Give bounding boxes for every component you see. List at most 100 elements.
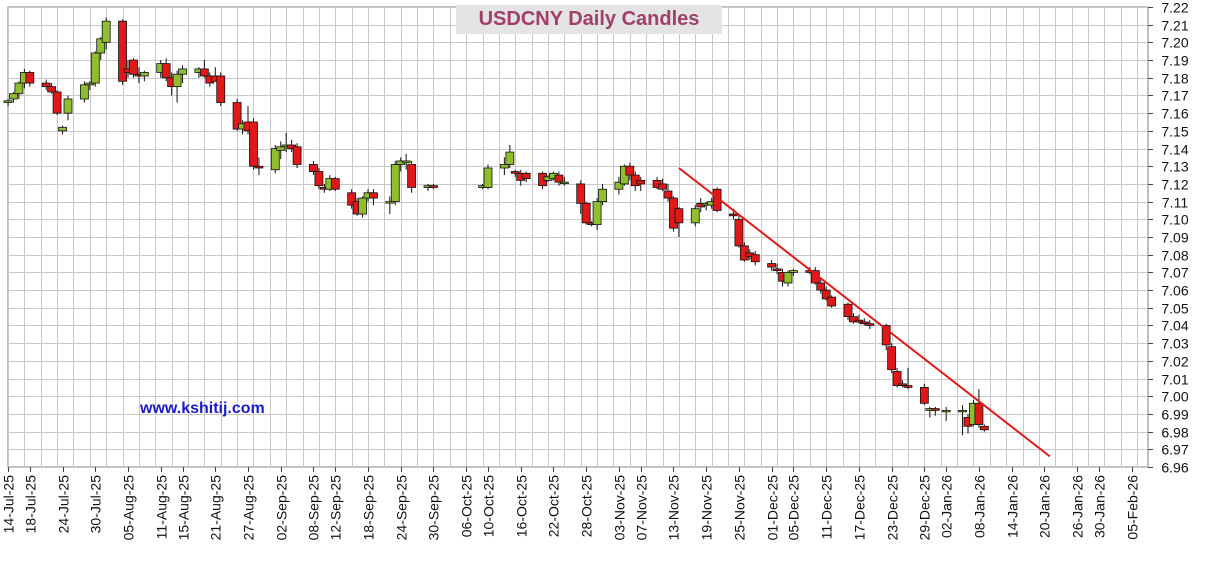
candle-body-down xyxy=(854,319,864,323)
y-tick-label: 7.10 xyxy=(1161,212,1188,228)
candle-body-down xyxy=(625,165,635,176)
x-tick-label: 02-Sep-25 xyxy=(274,475,290,541)
x-tick-label: 16-Oct-25 xyxy=(514,475,530,537)
candle-body-down xyxy=(129,59,138,75)
x-tick-label: 10-Oct-25 xyxy=(481,475,497,537)
y-tick-label: 7.01 xyxy=(1161,372,1188,388)
x-tick-label: 11-Dec-25 xyxy=(819,475,835,540)
candle-body-up xyxy=(401,160,411,164)
candle xyxy=(314,168,324,190)
candle-body-down xyxy=(636,179,646,185)
candle xyxy=(576,180,586,214)
y-tick-label: 7.05 xyxy=(1161,301,1188,317)
y-tick-label: 7.19 xyxy=(1161,53,1188,69)
candle-body-down xyxy=(816,282,826,291)
candle-body-down xyxy=(827,296,837,307)
candle-body-down xyxy=(898,383,907,387)
x-tick-label: 05-Dec-25 xyxy=(786,475,802,541)
candle-series xyxy=(3,17,989,436)
candle xyxy=(85,81,95,91)
candle xyxy=(598,183,607,206)
y-tick-label: 7.15 xyxy=(1161,124,1188,140)
candle xyxy=(865,320,875,329)
x-tick-label: 12-Sep-25 xyxy=(328,475,344,541)
x-tick-label: 27-Aug-25 xyxy=(241,475,257,541)
x-tick-label: 13-Nov-25 xyxy=(666,475,682,541)
watermark-link[interactable]: www.kshitij.com xyxy=(140,400,265,417)
x-tick-label: 21-Aug-25 xyxy=(208,475,224,541)
x-tick-label: 30-Sep-25 xyxy=(426,475,442,541)
y-tick-label: 7.13 xyxy=(1161,159,1188,175)
candle-body-down xyxy=(232,102,242,130)
candle xyxy=(401,153,411,170)
x-tick-label: 06-Oct-25 xyxy=(459,475,475,537)
candle xyxy=(101,17,111,50)
candle-body-down xyxy=(41,82,51,88)
candle-body-up xyxy=(178,68,187,75)
x-tick-label: 05-Feb-26 xyxy=(1125,475,1141,540)
candle-body-up xyxy=(101,20,111,43)
candle-body-up xyxy=(3,100,13,103)
candle xyxy=(249,118,258,170)
candle xyxy=(636,176,646,191)
candle-body-up xyxy=(592,201,602,226)
candle-body-down xyxy=(510,171,520,174)
candle xyxy=(52,90,62,115)
candle-body-up xyxy=(90,52,100,84)
candle-body-up xyxy=(172,73,182,88)
candle xyxy=(199,60,209,78)
candle xyxy=(521,171,531,183)
x-tick-label: 18-Jul-25 xyxy=(23,475,39,534)
candle xyxy=(407,160,417,193)
y-tick-label: 6.99 xyxy=(1161,407,1188,423)
candle xyxy=(41,79,51,91)
candle-body-down xyxy=(859,321,869,325)
y-tick-label: 7.17 xyxy=(1161,88,1188,104)
x-tick-label: 23-Dec-25 xyxy=(885,475,901,541)
y-tick-label: 6.98 xyxy=(1161,425,1188,441)
candle xyxy=(483,164,493,190)
candle xyxy=(330,176,340,191)
y-tick-label: 7.03 xyxy=(1161,336,1188,352)
candle xyxy=(750,251,760,266)
candle-body-down xyxy=(930,408,940,411)
candle xyxy=(276,141,286,160)
candle-body-down xyxy=(821,289,831,300)
candle xyxy=(859,318,869,326)
y-tick-label: 7.00 xyxy=(1161,389,1188,405)
y-tick-label: 7.04 xyxy=(1161,318,1188,334)
candle xyxy=(216,72,226,107)
candle-body-up xyxy=(85,82,95,86)
candle-body-down xyxy=(347,192,357,206)
x-tick-label: 30-Jul-25 xyxy=(88,475,104,534)
candle-body-down xyxy=(25,72,35,84)
candle xyxy=(941,406,951,421)
candle xyxy=(614,176,624,195)
candle-body-up xyxy=(63,98,73,114)
candle xyxy=(592,198,602,230)
y-tick-label: 7.02 xyxy=(1161,354,1188,370)
candle xyxy=(118,19,127,85)
candle xyxy=(919,383,929,406)
candle-body-up xyxy=(598,188,607,203)
candle-body-up xyxy=(559,181,569,185)
x-tick-label: 24-Jul-25 xyxy=(56,475,72,534)
candle-body-up xyxy=(483,167,493,188)
x-tick-label: 24-Sep-25 xyxy=(394,475,410,541)
y-tick-label: 7.09 xyxy=(1161,230,1188,246)
candle-body-up xyxy=(614,181,624,190)
candle xyxy=(309,160,318,176)
candle-body-up xyxy=(690,208,700,224)
candle-body-down xyxy=(979,425,989,431)
candle-body-down xyxy=(767,263,777,268)
candle-body-up xyxy=(789,270,798,273)
candle-body-down xyxy=(750,254,760,263)
candle-body-up xyxy=(270,148,280,171)
candle xyxy=(854,314,864,324)
candle-body-down xyxy=(729,213,738,217)
candle xyxy=(903,367,913,390)
candle xyxy=(979,424,989,432)
chart-title-box: USDCNY Daily Candles xyxy=(456,5,722,34)
candle-body-down xyxy=(330,178,340,190)
